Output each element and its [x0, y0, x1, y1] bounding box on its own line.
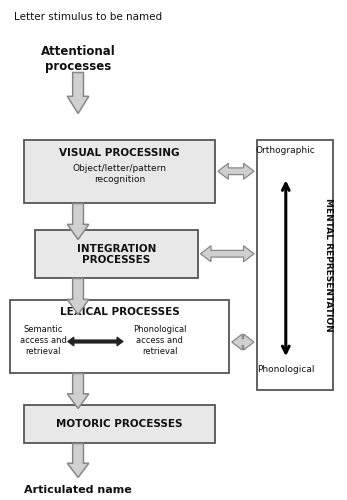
- Polygon shape: [67, 204, 89, 240]
- Polygon shape: [67, 444, 89, 478]
- FancyBboxPatch shape: [10, 300, 229, 372]
- Text: MENTAL REPRESENTATION: MENTAL REPRESENTATION: [324, 198, 333, 332]
- Text: VISUAL PROCESSING: VISUAL PROCESSING: [59, 148, 180, 158]
- Text: Semantic
access and
retrieval: Semantic access and retrieval: [20, 325, 67, 356]
- Text: Articulated name: Articulated name: [24, 485, 132, 495]
- FancyBboxPatch shape: [257, 140, 333, 390]
- Text: PROCESSES: PROCESSES: [82, 255, 150, 265]
- Polygon shape: [67, 72, 89, 114]
- Text: Phonological
access and
retrieval: Phonological access and retrieval: [133, 325, 186, 356]
- Text: MOTORIC PROCESSES: MOTORIC PROCESSES: [57, 419, 183, 428]
- FancyBboxPatch shape: [24, 405, 215, 442]
- Text: Attentional
processes: Attentional processes: [41, 45, 116, 73]
- FancyBboxPatch shape: [24, 140, 215, 202]
- Text: Orthographic: Orthographic: [256, 146, 316, 155]
- Text: Phonological: Phonological: [257, 365, 314, 374]
- Polygon shape: [67, 278, 89, 314]
- Polygon shape: [68, 337, 123, 346]
- Text: Letter stimulus to be named: Letter stimulus to be named: [14, 12, 162, 22]
- Text: INTEGRATION: INTEGRATION: [77, 244, 156, 254]
- Polygon shape: [218, 163, 254, 180]
- Polygon shape: [67, 374, 89, 408]
- Polygon shape: [201, 246, 254, 262]
- Text: LEXICAL PROCESSES: LEXICAL PROCESSES: [60, 307, 180, 317]
- Polygon shape: [232, 334, 254, 350]
- FancyBboxPatch shape: [35, 230, 198, 278]
- Text: Object/letter/pattern
recognition: Object/letter/pattern recognition: [73, 164, 167, 184]
